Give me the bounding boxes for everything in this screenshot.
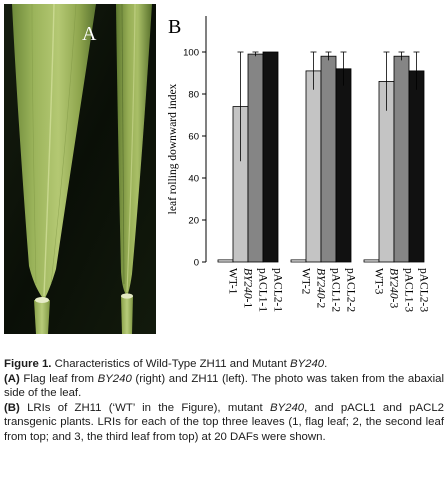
x-tick-label: pACL2-3 [418,268,430,312]
caption-title-end: . [324,358,328,370]
left-leaf [12,4,96,300]
bars [217,51,425,263]
y-axis-label: leaf rolling downward index [167,83,179,214]
panel-b-label: B [168,16,181,38]
leaf-photo: A [4,4,156,334]
bar [217,259,234,263]
x-tick-label: pACL1-1 [257,268,269,312]
y-tick-label: 80 [188,90,199,101]
x-tick-label: BY240-1 [242,268,254,309]
caption-b: (B) LRIs of ZH11 (‘WT’ in the Figure), m… [4,401,444,445]
x-tick-label: WT-1 [227,268,239,295]
x-tick-label: pACL2-1 [272,268,284,312]
y-tick-label: 0 [194,258,199,269]
y-axis: 0 20 40 60 80 100 [183,16,207,269]
bar [408,70,425,263]
y-tick-label: 20 [188,216,199,227]
bar [247,53,264,263]
caption-b-text1: LRIs of ZH11 (‘WT’ in the Figure), mutan… [19,401,270,414]
x-tick-label: pACL1-3 [403,268,415,312]
x-tick-label: pACL1-2 [330,268,342,312]
caption-title-text: Characteristics of Wild-Type ZH11 and Mu… [51,358,290,370]
bar [290,259,307,263]
caption-a-text2: (right) and ZH11 (left). The photo was t… [4,372,444,400]
bar [320,55,337,263]
y-tick-label: 60 [188,132,199,143]
bar [335,68,352,263]
bar-chart-svg: B leaf rolling downward index 0 20 40 60 80 1… [167,16,430,312]
caption-a-label: (A) [4,372,20,385]
x-tick-label: BY240-2 [315,268,327,309]
bar [262,51,279,263]
caption-title-italic: BY240 [289,358,325,370]
caption-a-text1: Flag leaf from [19,372,98,385]
y-tick-label: 40 [188,174,199,185]
bar-chart: B leaf rolling downward index 0 20 40 60 80 1… [160,4,447,340]
figure-label: Figure 1. [4,358,52,370]
leaf-photo-graphic: A [4,4,156,334]
x-tick-label: WT-3 [373,268,385,295]
x-tick-label: BY240-3 [388,268,400,309]
bar [393,55,410,263]
caption-title: Figure 1. Characteristics of Wild-Type Z… [4,357,444,372]
caption-a: (A) Flag leaf from BY240 (right) and ZH1… [4,372,444,401]
x-tick-label: pACL2-2 [345,268,357,312]
x-tick-labels: WT-1 BY240-1 pACL1-1 pACL2-1 WT-2 BY240-2 pACL… [227,268,430,312]
bar [363,259,380,263]
right-leaf [116,4,152,296]
y-tick-label: 100 [183,48,199,59]
x-tick-label: WT-2 [300,268,312,295]
panel-a-label: A [82,23,97,45]
caption-b-text2: , and pACL1 and pACL2 transgenic plants.… [4,401,444,443]
caption-a-italic: BY240 [97,372,132,385]
caption-b-label: (B) [4,401,20,414]
caption-b-italic: BY240 [269,401,305,414]
bar [305,70,322,263]
figure-caption: Figure 1. Characteristics of Wild-Type Z… [4,357,444,445]
